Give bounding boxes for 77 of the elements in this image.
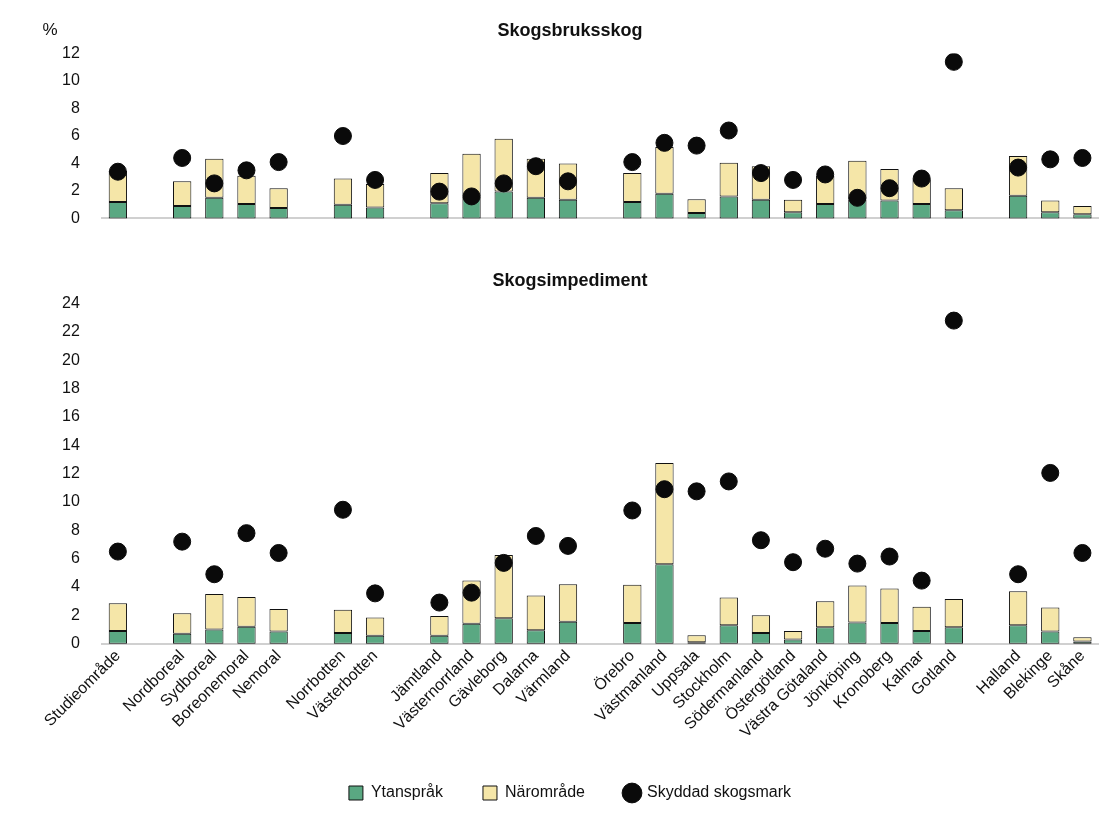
y-tick-label: 4: [70, 153, 80, 171]
point: [687, 482, 706, 501]
chart-title: Skogsimpediment: [492, 269, 648, 290]
y-tick-label: 22: [62, 322, 80, 340]
point: [719, 472, 738, 491]
point: [784, 553, 803, 572]
point: [880, 547, 899, 566]
y-tick-label: 0: [70, 634, 80, 652]
point: [751, 164, 770, 183]
point: [623, 501, 642, 520]
y-tick-label: 8: [70, 98, 80, 116]
point: [237, 524, 256, 543]
y-tick-label: 2: [70, 181, 80, 199]
y-tick-label: 10: [62, 492, 80, 510]
point: [462, 583, 481, 602]
point: [912, 571, 931, 590]
y-tick-label: 10: [62, 71, 80, 89]
point: [1009, 565, 1028, 584]
y-tick-label: 4: [70, 577, 80, 595]
point: [205, 174, 224, 193]
point: [494, 174, 513, 193]
point: [269, 543, 288, 562]
y-tick-label: 12: [62, 464, 80, 482]
point: [912, 169, 931, 188]
point: [848, 188, 867, 207]
y-axis-title: %: [42, 19, 58, 39]
legend-label: Närområde: [504, 783, 586, 801]
point: [719, 121, 738, 140]
point: [366, 584, 385, 603]
y-tick-label: 0: [70, 208, 80, 226]
point: [559, 536, 577, 555]
point: [816, 165, 835, 184]
point: [1041, 463, 1060, 482]
point: [751, 531, 770, 550]
y-tick-label: 18: [62, 379, 80, 397]
point: [333, 127, 352, 145]
point: [655, 480, 674, 499]
y-tick-label: 6: [70, 549, 80, 567]
point: [944, 53, 963, 71]
legend-label: Ytanspråk: [370, 783, 444, 801]
point: [333, 500, 352, 519]
point: [1041, 150, 1060, 169]
point: [784, 170, 803, 189]
y-tick-label: 24: [62, 294, 80, 312]
point: [366, 170, 385, 189]
point: [462, 187, 481, 206]
point: [430, 593, 449, 612]
point: [430, 182, 449, 201]
point: [1009, 158, 1028, 177]
legend-label: Skyddad skogsmark: [647, 783, 793, 801]
point: [1073, 543, 1092, 562]
point: [1073, 148, 1092, 167]
point: [526, 526, 545, 545]
point: [526, 157, 545, 176]
y-tick-label: 2: [70, 605, 80, 623]
chart-title: Skogsbruksskog: [497, 19, 643, 40]
point: [237, 161, 256, 180]
point: [623, 153, 642, 172]
point: [880, 179, 899, 198]
point: [173, 532, 192, 551]
y-tick-label: 20: [62, 350, 80, 368]
y-tick-label: 8: [70, 520, 80, 538]
point: [108, 542, 127, 561]
point: [848, 554, 867, 573]
y-tick-label: 12: [62, 44, 80, 62]
y-tick-label: 16: [62, 407, 80, 425]
point: [269, 153, 288, 172]
point: [108, 162, 127, 181]
point: [655, 133, 674, 152]
y-tick-label: 6: [70, 126, 80, 144]
point: [205, 565, 224, 584]
point: [173, 148, 192, 167]
point: [944, 311, 963, 330]
y-tick-label: 14: [62, 435, 80, 453]
point: [687, 136, 706, 155]
point: [816, 539, 835, 558]
point: [494, 553, 513, 572]
